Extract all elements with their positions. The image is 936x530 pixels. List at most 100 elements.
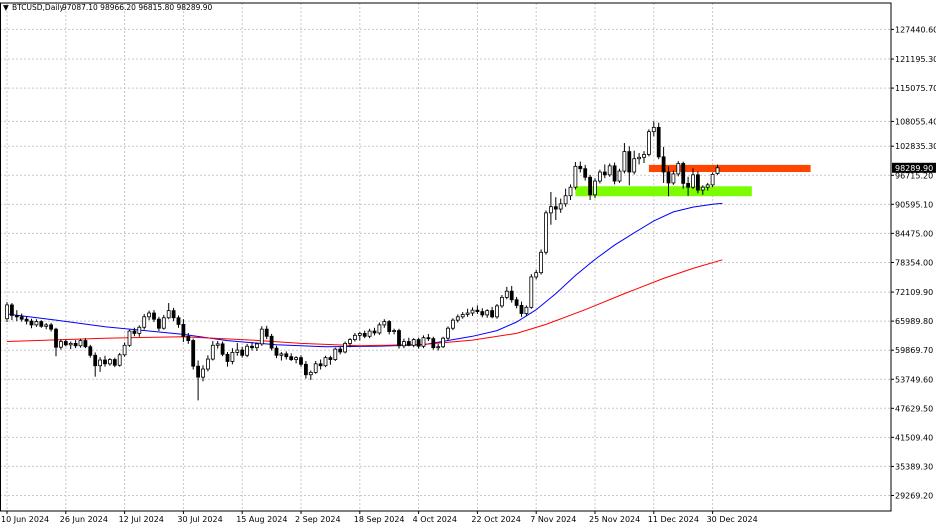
candle (495, 304, 499, 319)
x-tick-label: 4 Oct 2024 (413, 515, 457, 524)
candle (54, 327, 58, 357)
candle (108, 358, 112, 366)
y-tick-label: 127440.60 (895, 25, 936, 34)
candle (29, 318, 34, 329)
candle-body-down (519, 305, 524, 314)
y-axis: 127440.60 121195.30 115075.70 108055.40 1028… (891, 25, 936, 500)
candle-body-down (24, 318, 29, 322)
candle (152, 310, 156, 323)
candle-body-up (279, 353, 284, 356)
candle-body-down (73, 343, 78, 347)
candle-body-up (632, 158, 637, 173)
candle-body-up (401, 341, 406, 347)
candle-body-up (215, 343, 220, 346)
candle (289, 353, 294, 361)
candle (117, 352, 122, 367)
candle (259, 326, 264, 346)
candle-body-up (715, 167, 720, 174)
candle-body-down (83, 340, 88, 348)
candle (308, 370, 313, 380)
candle (519, 301, 524, 317)
candle-body-down (514, 299, 519, 306)
candle (245, 343, 250, 358)
candle-body-down (29, 320, 34, 326)
candle-body-down (299, 357, 303, 365)
candle (147, 310, 152, 321)
candle (612, 162, 617, 185)
candle (421, 335, 426, 349)
candle-body-up (504, 290, 509, 298)
candle (676, 161, 681, 177)
x-tick-label: 11 Dec 2024 (648, 515, 699, 524)
chart-header: ▼ BTCUSD,Daily 97087.10 98966.20 96815.8… (3, 3, 213, 12)
y-tick-label: 102835.30 (895, 142, 936, 151)
candle (44, 322, 49, 330)
candle-body-up (352, 334, 357, 341)
candle (220, 341, 225, 357)
candle (602, 164, 607, 179)
x-tick-label: 18 Sep 2024 (354, 515, 405, 524)
candle (627, 146, 632, 186)
x-tick-label: 12 Jul 2024 (119, 515, 164, 524)
candle (426, 333, 431, 342)
candle-body-down (480, 311, 485, 316)
candle-body-up (235, 349, 240, 353)
candle-body-up (455, 316, 460, 321)
candle (328, 355, 333, 365)
price-zones (575, 164, 811, 197)
y-tick-label: 72109.90 (895, 288, 933, 297)
candle-body-down (362, 333, 367, 337)
y-tick-label: 65989.80 (895, 317, 933, 326)
fast-ma-line (6, 202, 723, 348)
candle-body-down (431, 338, 436, 349)
candle-body-down (63, 341, 68, 346)
candle-body-down (553, 206, 558, 210)
candle (98, 357, 102, 372)
candle-body-up (558, 203, 563, 210)
candle-body-up (539, 251, 543, 274)
candle (411, 338, 416, 348)
candle (343, 341, 348, 354)
plot-border (0, 2, 892, 512)
candle-body-down (19, 316, 24, 320)
candle-body-down (661, 156, 666, 173)
candle-body-up (411, 339, 416, 346)
candle-body-up (98, 359, 102, 367)
candle-body-up (59, 341, 63, 348)
candle (490, 306, 495, 319)
candle-body-up (671, 173, 676, 184)
candle (39, 320, 44, 328)
candle (705, 182, 710, 191)
candle-body-down (303, 363, 308, 376)
candle-body-up (205, 358, 210, 370)
candle-body-up (676, 163, 681, 175)
candle-body-up (700, 186, 705, 191)
candle (294, 356, 299, 364)
candle (637, 153, 641, 165)
candle-body-down (627, 151, 632, 173)
y-tick-label: 78354.00 (895, 258, 933, 267)
candle-body-down (578, 165, 583, 170)
candle (534, 269, 539, 280)
candle-body-down (612, 165, 617, 182)
candle (647, 129, 651, 157)
candle-body-down (103, 359, 107, 365)
candle-body-up (294, 357, 299, 360)
header-dropdown-icon[interactable]: ▼ (3, 3, 9, 12)
y-tick-label: 96715.20 (895, 171, 933, 180)
x-tick-label: 26 Jun 2024 (60, 515, 108, 524)
candle (83, 338, 88, 349)
candle (549, 191, 553, 225)
candle (348, 338, 352, 348)
x-tick-label: 15 Aug 2024 (236, 515, 287, 524)
candle (504, 286, 509, 300)
support-zone (575, 186, 752, 197)
y-tick-label: 90595.10 (895, 200, 933, 209)
candle (617, 168, 622, 183)
candle (406, 337, 411, 347)
chart-frame (0, 2, 892, 512)
candle-body-up (367, 330, 372, 337)
candle-body-up (495, 305, 499, 318)
candle-body-up (117, 354, 122, 366)
